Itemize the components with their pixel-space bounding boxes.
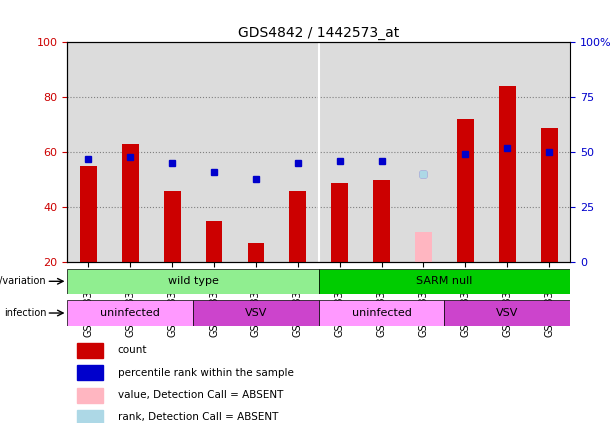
Bar	[248, 243, 264, 262]
Text: value, Detection Call = ABSENT: value, Detection Call = ABSENT	[118, 390, 283, 400]
Bar	[541, 128, 557, 262]
Text: count: count	[118, 346, 147, 355]
Bar	[164, 191, 181, 262]
Text: SARM null: SARM null	[416, 276, 473, 286]
Text: uninfected: uninfected	[352, 308, 411, 318]
Bar	[77, 387, 102, 403]
Text: VSV: VSV	[496, 308, 519, 318]
Text: percentile rank within the sample: percentile rank within the sample	[118, 368, 294, 378]
Bar	[289, 191, 306, 262]
Bar	[373, 180, 390, 262]
Bar	[122, 144, 139, 262]
FancyBboxPatch shape	[193, 300, 319, 326]
Text: infection: infection	[4, 308, 47, 318]
Bar	[205, 221, 223, 262]
Bar	[77, 343, 102, 358]
Bar	[77, 365, 102, 380]
FancyBboxPatch shape	[319, 269, 570, 294]
Bar	[80, 166, 97, 262]
Bar	[499, 86, 516, 262]
Text: wild type: wild type	[168, 276, 218, 286]
FancyBboxPatch shape	[444, 300, 570, 326]
Text: VSV: VSV	[245, 308, 267, 318]
FancyBboxPatch shape	[67, 300, 193, 326]
FancyBboxPatch shape	[67, 269, 319, 294]
Bar	[457, 119, 474, 262]
Text: genotype/variation: genotype/variation	[0, 276, 47, 286]
Bar	[77, 410, 102, 423]
FancyBboxPatch shape	[319, 300, 444, 326]
Bar	[415, 232, 432, 262]
Bar	[331, 183, 348, 262]
Text: uninfected: uninfected	[101, 308, 160, 318]
Title: GDS4842 / 1442573_at: GDS4842 / 1442573_at	[238, 26, 400, 40]
Text: rank, Detection Call = ABSENT: rank, Detection Call = ABSENT	[118, 412, 278, 423]
